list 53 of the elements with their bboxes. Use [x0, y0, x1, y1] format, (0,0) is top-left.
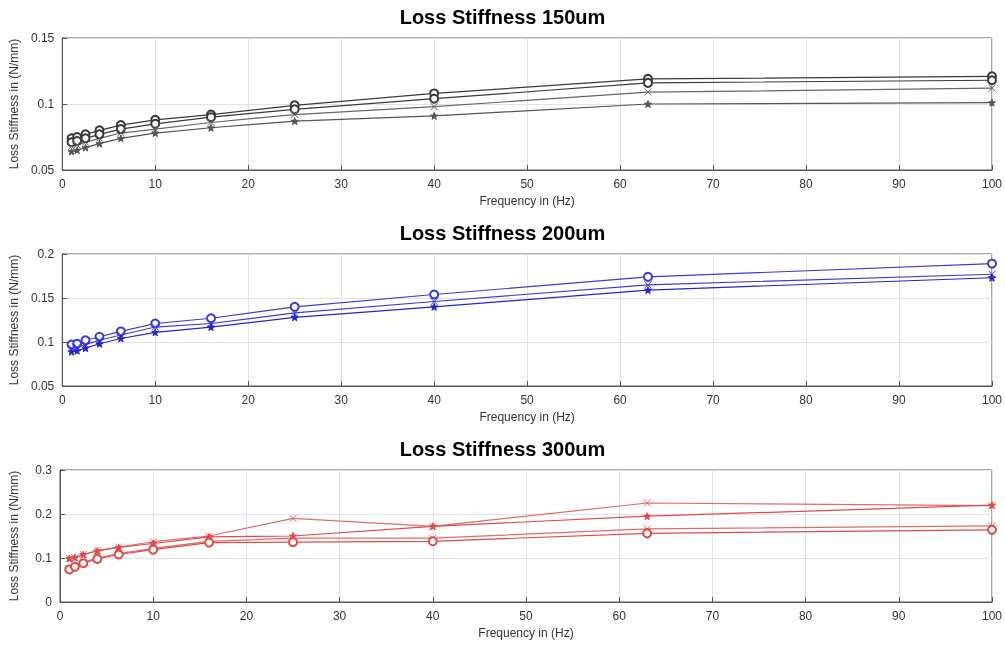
x-tick-label: 40	[427, 177, 442, 191]
y-axis-title: Loss Stiffness in (N/mm)	[7, 38, 21, 170]
x-tick-label: 30	[332, 609, 347, 623]
x-tick-label: 80	[798, 609, 813, 623]
chart-title: Loss Stiffness 150um	[399, 6, 606, 28]
x-tick-label: 30	[334, 393, 349, 407]
y-tick-label: 0.2	[37, 247, 55, 261]
x-tick-label: 0	[58, 177, 66, 191]
chart-title: Loss Stiffness 200um	[399, 222, 606, 244]
y-tick-label: 0.05	[30, 163, 55, 177]
y-tick-label: 0.15	[30, 31, 55, 45]
x-tick-label: 80	[799, 393, 814, 407]
x-tick-label: 30	[334, 177, 349, 191]
x-axis-title: Frequency in (Hz)	[479, 409, 575, 424]
chart-title: Loss Stiffness 300um	[399, 438, 606, 460]
x-tick-label: 100	[981, 393, 1003, 407]
y-tick-label: 0	[45, 595, 53, 609]
x-tick-label: 10	[148, 177, 163, 191]
x-tick-label: 0	[58, 393, 66, 407]
y-axis-title: Loss Stiffness in (N/mm)	[7, 470, 21, 602]
x-tick-label: 40	[427, 393, 442, 407]
x-tick-label: 20	[239, 609, 254, 623]
x-tick-label: 10	[148, 393, 163, 407]
x-tick-label: 10	[146, 609, 161, 623]
x-tick-label: 60	[612, 609, 627, 623]
x-tick-label: 60	[613, 177, 628, 191]
x-tick-label: 20	[241, 393, 256, 407]
x-tick-label: 0	[56, 609, 64, 623]
x-tick-label: 20	[241, 177, 256, 191]
y-tick-label: 0.15	[30, 291, 55, 305]
x-tick-label: 80	[799, 177, 814, 191]
x-axis-title: Frequency in (Hz)	[479, 193, 575, 208]
y-tick-label: 0.05	[30, 379, 55, 393]
x-tick-label: 100	[981, 609, 1003, 623]
x-tick-label: 50	[520, 177, 535, 191]
y-tick-label: 0.2	[35, 507, 53, 521]
x-tick-label: 50	[519, 609, 533, 623]
x-tick-label: 100	[981, 177, 1003, 191]
x-tick-label: 90	[892, 393, 907, 407]
x-tick-label: 90	[892, 609, 906, 623]
x-tick-label: 90	[892, 177, 907, 191]
x-tick-label: 40	[426, 609, 440, 623]
x-tick-label: 50	[520, 393, 535, 407]
x-tick-label: 70	[706, 177, 721, 191]
y-tick-label: 0.1	[37, 335, 55, 349]
x-axis-title: Frequency in (Hz)	[478, 625, 574, 640]
y-tick-label: 0.1	[35, 551, 53, 565]
y-tick-label: 0.3	[35, 463, 53, 477]
y-tick-label: 0.1	[37, 97, 55, 111]
x-tick-label: 70	[706, 393, 721, 407]
x-tick-label: 60	[613, 393, 628, 407]
x-tick-label: 70	[705, 609, 720, 623]
y-axis-title: Loss Stiffness in (N/mm)	[7, 254, 21, 386]
